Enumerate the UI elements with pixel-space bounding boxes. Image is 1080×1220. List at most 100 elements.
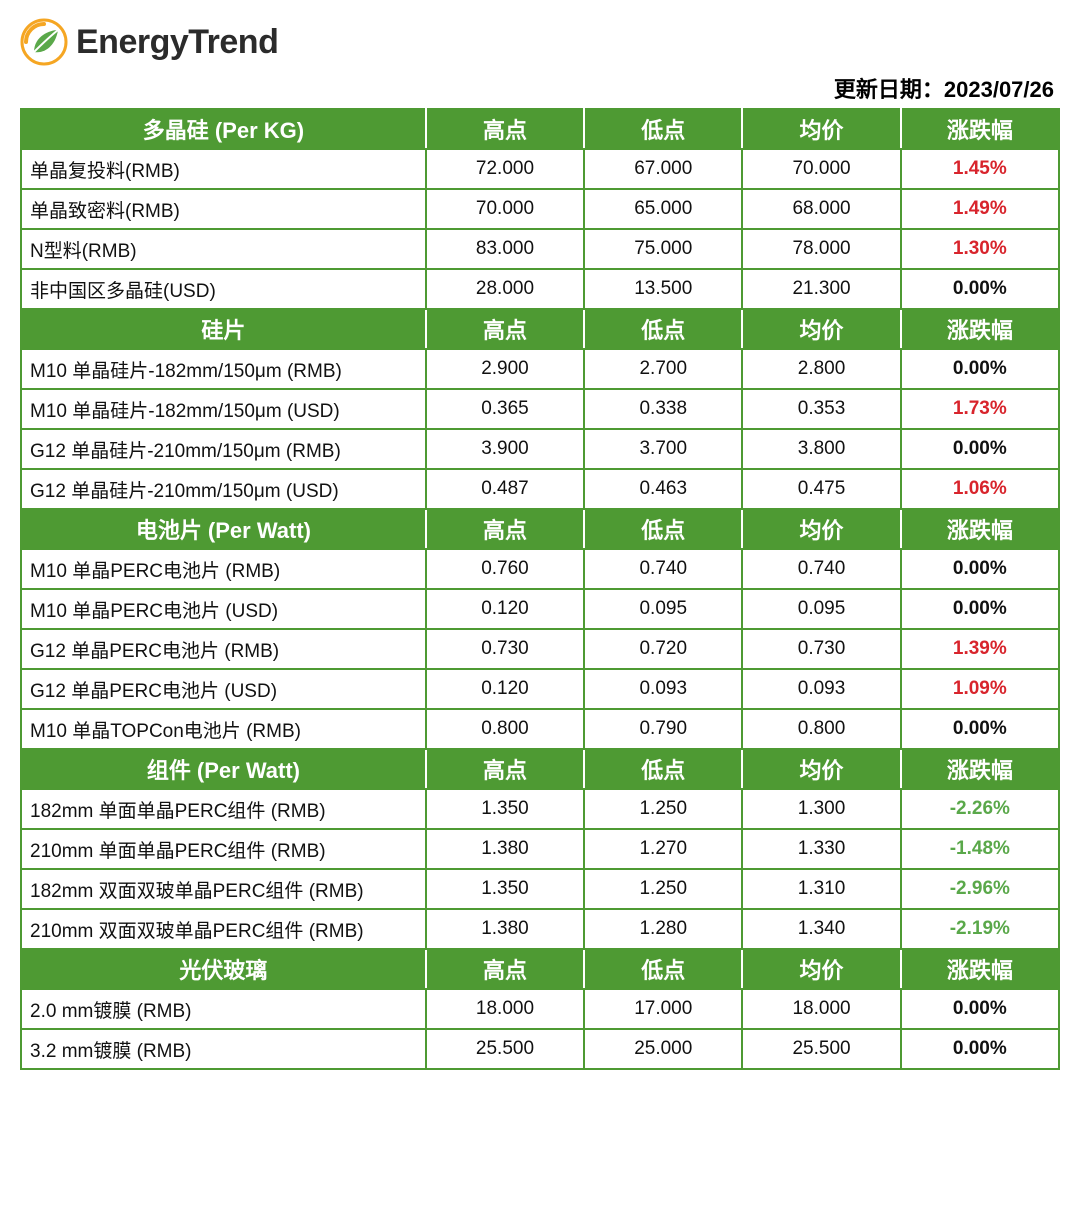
table-row: 非中国区多晶硅(USD)28.00013.50021.3000.00% [21,269,1059,309]
cell-high: 18.000 [426,989,584,1029]
cell-avg: 70.000 [742,149,900,189]
cell-low: 67.000 [584,149,742,189]
table-row: 182mm 单面单晶PERC组件 (RMB)1.3501.2501.300-2.… [21,789,1059,829]
cell-low: 13.500 [584,269,742,309]
section-header-row: 光伏玻璃高点低点均价涨跌幅 [21,949,1059,989]
section-header-row: 组件 (Per Watt)高点低点均价涨跌幅 [21,749,1059,789]
cell-avg: 25.500 [742,1029,900,1069]
cell-avg: 3.800 [742,429,900,469]
cell-low: 0.093 [584,669,742,709]
cell-low: 0.790 [584,709,742,749]
row-label: 3.2 mm镀膜 (RMB) [21,1029,426,1069]
cell-avg: 0.740 [742,549,900,589]
row-label: G12 单晶硅片-210mm/150μm (RMB) [21,429,426,469]
cell-avg: 68.000 [742,189,900,229]
table-row: G12 单晶PERC电池片 (RMB)0.7300.7200.7301.39% [21,629,1059,669]
section-header-row: 硅片高点低点均价涨跌幅 [21,309,1059,349]
col-change: 涨跌幅 [901,749,1059,789]
cell-change: 0.00% [901,709,1059,749]
cell-change: 1.09% [901,669,1059,709]
cell-low: 1.250 [584,869,742,909]
col-low: 低点 [584,509,742,549]
cell-high: 72.000 [426,149,584,189]
cell-avg: 2.800 [742,349,900,389]
brand-logo: EnergyTrend [20,18,278,66]
cell-low: 0.720 [584,629,742,669]
cell-low: 0.463 [584,469,742,509]
col-high: 高点 [426,749,584,789]
section-title: 组件 (Per Watt) [21,749,426,789]
cell-low: 0.740 [584,549,742,589]
table-row: M10 单晶硅片-182mm/150μm (USD)0.3650.3380.35… [21,389,1059,429]
table-row: G12 单晶硅片-210mm/150μm (USD)0.4870.4630.47… [21,469,1059,509]
cell-change: 0.00% [901,1029,1059,1069]
cell-high: 2.900 [426,349,584,389]
row-label: M10 单晶硅片-182mm/150μm (RMB) [21,349,426,389]
row-label: 单晶复投料(RMB) [21,149,426,189]
cell-high: 25.500 [426,1029,584,1069]
row-label: 182mm 单面单晶PERC组件 (RMB) [21,789,426,829]
cell-high: 0.760 [426,549,584,589]
row-label: N型料(RMB) [21,229,426,269]
cell-low: 1.270 [584,829,742,869]
cell-avg: 21.300 [742,269,900,309]
col-avg: 均价 [742,109,900,149]
price-table: 多晶硅 (Per KG)高点低点均价涨跌幅单晶复投料(RMB)72.00067.… [20,108,1060,1070]
row-label: 2.0 mm镀膜 (RMB) [21,989,426,1029]
table-row: M10 单晶PERC电池片 (RMB)0.7600.7400.7400.00% [21,549,1059,589]
cell-avg: 1.310 [742,869,900,909]
cell-low: 2.700 [584,349,742,389]
cell-high: 28.000 [426,269,584,309]
table-row: M10 单晶TOPCon电池片 (RMB)0.8000.7900.8000.00… [21,709,1059,749]
col-avg: 均价 [742,309,900,349]
cell-high: 0.487 [426,469,584,509]
row-label: 182mm 双面双玻单晶PERC组件 (RMB) [21,869,426,909]
cell-high: 3.900 [426,429,584,469]
cell-avg: 0.730 [742,629,900,669]
cell-change: 1.45% [901,149,1059,189]
table-row: 182mm 双面双玻单晶PERC组件 (RMB)1.3501.2501.310-… [21,869,1059,909]
cell-change: 0.00% [901,429,1059,469]
table-row: 210mm 双面双玻单晶PERC组件 (RMB)1.3801.2801.340-… [21,909,1059,949]
row-label: 非中国区多晶硅(USD) [21,269,426,309]
cell-high: 0.730 [426,629,584,669]
update-date: 更新日期：2023/07/26 [20,72,1060,104]
row-label: G12 单晶硅片-210mm/150μm (USD) [21,469,426,509]
col-avg: 均价 [742,509,900,549]
table-row: N型料(RMB)83.00075.00078.0001.30% [21,229,1059,269]
table-row: G12 单晶硅片-210mm/150μm (RMB)3.9003.7003.80… [21,429,1059,469]
row-label: G12 单晶PERC电池片 (RMB) [21,629,426,669]
table-row: 2.0 mm镀膜 (RMB)18.00017.00018.0000.00% [21,989,1059,1029]
cell-avg: 0.093 [742,669,900,709]
cell-low: 75.000 [584,229,742,269]
cell-avg: 1.340 [742,909,900,949]
cell-avg: 0.800 [742,709,900,749]
brand-name: EnergyTrend [76,23,278,62]
cell-change: 1.39% [901,629,1059,669]
cell-change: -1.48% [901,829,1059,869]
row-label: M10 单晶PERC电池片 (USD) [21,589,426,629]
table-row: 3.2 mm镀膜 (RMB)25.50025.00025.5000.00% [21,1029,1059,1069]
cell-high: 0.120 [426,589,584,629]
cell-change: 1.73% [901,389,1059,429]
section-header-row: 多晶硅 (Per KG)高点低点均价涨跌幅 [21,109,1059,149]
col-low: 低点 [584,109,742,149]
cell-avg: 0.475 [742,469,900,509]
cell-avg: 1.300 [742,789,900,829]
table-row: 单晶致密料(RMB)70.00065.00068.0001.49% [21,189,1059,229]
leaf-icon [20,18,68,66]
col-high: 高点 [426,309,584,349]
section-title: 光伏玻璃 [21,949,426,989]
cell-high: 1.380 [426,829,584,869]
cell-change: 0.00% [901,549,1059,589]
cell-high: 70.000 [426,189,584,229]
table-row: G12 单晶PERC电池片 (USD)0.1200.0930.0931.09% [21,669,1059,709]
cell-change: -2.96% [901,869,1059,909]
col-avg: 均价 [742,749,900,789]
col-high: 高点 [426,949,584,989]
col-change: 涨跌幅 [901,949,1059,989]
update-value: 2023/07/26 [944,77,1054,102]
table-row: 单晶复投料(RMB)72.00067.00070.0001.45% [21,149,1059,189]
cell-low: 3.700 [584,429,742,469]
section-title: 多晶硅 (Per KG) [21,109,426,149]
